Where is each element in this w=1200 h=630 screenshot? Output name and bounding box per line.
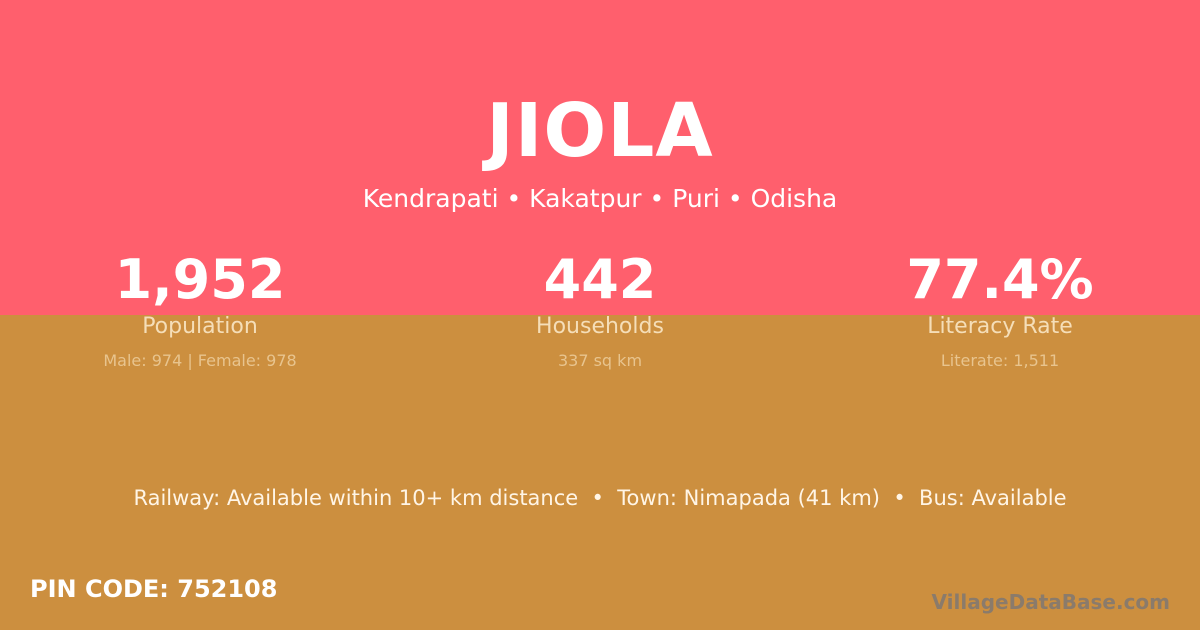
stat-value: 77.4%: [906, 248, 1094, 311]
header-band: [0, 0, 1200, 315]
stat-label: Population: [142, 314, 258, 339]
connectivity-info: Railway: Available within 10+ km distanc…: [133, 486, 1067, 510]
stat-detail: Literate: 1,511: [940, 351, 1060, 370]
stat-literacy: 77.4% Literacy Rate Literate: 1,511: [800, 248, 1200, 371]
village-title: JIOLA: [486, 88, 714, 174]
stat-value: 1,952: [114, 248, 286, 311]
pin-code: PIN CODE: 752108: [30, 575, 278, 603]
stat-label: Literacy Rate: [927, 314, 1073, 339]
footer-band: [0, 315, 1200, 630]
stat-detail: Male: 974 | Female: 978: [103, 351, 297, 370]
stat-population: 1,952 Population Male: 974 | Female: 978: [0, 248, 400, 371]
stat-label: Households: [536, 314, 664, 339]
site-logo: VillageDataBase.com: [931, 590, 1170, 614]
stat-households: 442 Households 337 sq km: [400, 248, 800, 371]
location-breadcrumb: Kendrapati • Kakatpur • Puri • Odisha: [362, 184, 838, 213]
stat-detail: 337 sq km: [557, 351, 643, 370]
stat-value: 442: [543, 248, 657, 311]
